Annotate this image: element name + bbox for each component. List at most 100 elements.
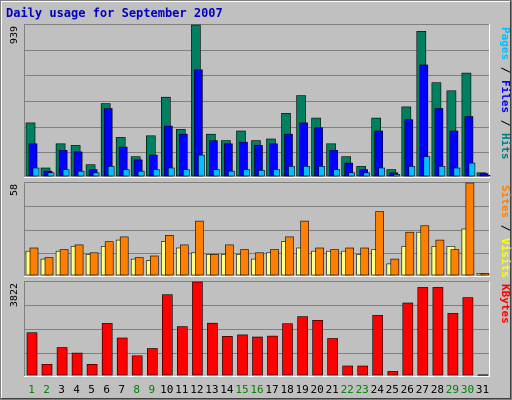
bar-kbytes-day-20 [312,319,323,376]
legend-part: Sites [499,185,512,218]
bar-sites-day-24 [375,211,385,276]
bar-kbytes-day-14 [222,335,233,376]
bar-kbytes-day-19 [297,316,308,376]
day-label-23: 23 [356,383,369,396]
bar-pages-day-27 [423,156,431,177]
bar-pages-day-12 [198,154,205,177]
bar-kbytes-day-2 [41,363,53,376]
bar-pages-day-31 [483,174,491,177]
bar-pages-day-9 [153,169,160,177]
bar-pages-day-1 [32,167,40,177]
bar-sites-day-28 [435,239,445,276]
bar-sites-day-8 [134,257,144,276]
bar-pages-day-5 [92,172,100,177]
x-axis-day-labels: 1 2 3 4 5 6 7 8 9 10 11 12 13 14 15 16 17 18 19 20 21 22 23 24 2… [28,383,489,396]
bar-kbytes-day-3 [56,347,68,376]
day-label-16: 16 [250,383,263,396]
bar-files-day-28 [434,108,444,177]
bar-pages-day-18 [288,166,295,177]
bar-kbytes-day-31 [477,374,489,376]
bar-kbytes-day-6 [101,323,113,376]
bar-pages-day-7 [122,169,130,177]
legend-part: Hits [499,133,512,160]
day-label-1: 1 [28,383,35,396]
bar-kbytes-day-25 [387,371,399,376]
day-label-29: 29 [446,383,459,396]
legend-part: KBytes [499,284,512,324]
bar-sites-day-12 [195,220,204,276]
day-label-5: 5 [88,383,95,396]
series-legend-label: KBytes [499,284,512,324]
bar-sites-day-21 [330,249,339,276]
bar-sites-day-13 [210,254,219,276]
bar-kbytes-day-29 [447,313,459,376]
day-label-30: 30 [461,383,474,396]
legend-part: Files [499,80,512,113]
bar-pages-day-23 [363,172,371,177]
bar-pages-day-22 [348,172,356,177]
bar-sites-day-31 [480,273,490,276]
legend-part: / [499,113,512,133]
bar-sites-day-27 [420,225,430,276]
bar-sites-day-25 [390,258,400,276]
day-label-20: 20 [310,383,323,396]
bar-kbytes-day-15 [237,334,248,376]
y-max-label: 3822 [9,283,20,307]
bar-kbytes-day-21 [327,338,338,376]
bar-pages-day-24 [378,167,386,177]
bar-pages-day-26 [408,166,416,177]
bar-sites-day-15 [240,249,249,276]
bar-pages-day-28 [438,166,446,177]
bars-kbytes [26,281,489,376]
day-label-21: 21 [326,383,339,396]
bar-kbytes-day-27 [417,287,429,376]
y-max-label: 939 [9,26,20,44]
bar-sites-day-18 [285,236,294,276]
bar-sites-day-7 [119,236,129,276]
bar-kbytes-day-9 [147,348,158,376]
bar-sites-day-6 [104,241,114,276]
bar-pages-day-6 [107,166,115,177]
bar-pages-day-10 [168,167,175,177]
bar-sites-day-26 [405,231,415,276]
legend-part: / [499,60,512,80]
bar-pages-day-8 [137,170,145,177]
day-label-18: 18 [280,383,293,396]
day-label-8: 8 [133,383,140,396]
day-label-19: 19 [295,383,308,396]
bar-kbytes-day-22 [342,365,354,376]
bar-sites-day-22 [345,247,355,276]
bar-sites-day-9 [150,255,159,276]
bar-sites-day-10 [165,235,174,276]
bar-sites-day-20 [315,247,324,276]
bar-kbytes-day-13 [207,322,218,376]
bar-pages-day-11 [183,169,190,177]
bars-hits_files_pages [25,24,491,177]
bar-sites-day-17 [270,249,279,276]
bar-sites-day-29 [450,249,460,276]
bar-kbytes-day-23 [357,365,369,376]
day-label-2: 2 [43,383,50,396]
bar-sites-day-4 [74,244,84,276]
day-label-24: 24 [371,383,385,396]
bar-sites-day-30 [465,182,475,276]
panel-hits_files_pages: 939 Pages / Files / Hits [9,24,512,178]
chart-title: Daily usage for September 2007 [6,6,223,20]
day-label-17: 17 [265,383,278,396]
bar-pages-day-21 [333,169,340,177]
bar-pages-day-25 [393,174,401,177]
legend-part: Pages [499,27,512,60]
series-legend-label: Pages / Files / Hits [499,27,512,160]
bar-sites-day-16 [255,252,264,276]
day-label-9: 9 [148,383,155,396]
day-label-10: 10 [160,383,173,396]
chart-panels: 939 Pages / Files / Hits 58 Sites / Visits 3… [9,24,512,377]
bar-sites-day-19 [300,220,309,276]
bar-sites-day-2 [44,257,54,276]
bar-pages-day-13 [213,169,220,177]
bar-pages-day-4 [77,170,85,177]
bars-visits_sites [25,182,490,276]
bar-pages-day-17 [273,169,280,177]
bar-sites-day-23 [360,247,370,276]
day-label-25: 25 [386,383,399,396]
